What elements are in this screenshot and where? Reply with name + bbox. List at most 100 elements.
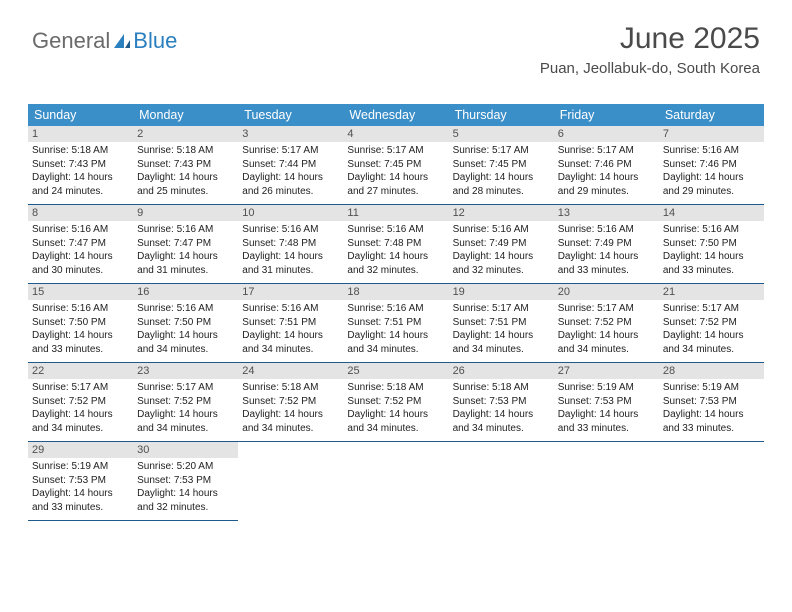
daylight-text-2: and 33 minutes. xyxy=(663,264,760,278)
daylight-text-1: Daylight: 14 hours xyxy=(137,487,234,501)
sunset-text: Sunset: 7:50 PM xyxy=(663,237,760,251)
sunrise-text: Sunrise: 5:16 AM xyxy=(32,223,129,237)
day-details: Sunrise: 5:20 AMSunset: 7:53 PMDaylight:… xyxy=(133,458,238,520)
day-details: Sunrise: 5:18 AMSunset: 7:52 PMDaylight:… xyxy=(343,379,448,441)
day-number: 23 xyxy=(133,363,238,379)
day-number: 28 xyxy=(659,363,764,379)
day-details: Sunrise: 5:17 AMSunset: 7:52 PMDaylight:… xyxy=(554,300,659,362)
calendar-cell: 30Sunrise: 5:20 AMSunset: 7:53 PMDayligh… xyxy=(133,442,238,521)
daylight-text-2: and 34 minutes. xyxy=(137,343,234,357)
daylight-text-1: Daylight: 14 hours xyxy=(663,329,760,343)
sunrise-text: Sunrise: 5:16 AM xyxy=(663,223,760,237)
calendar-week-row: 22Sunrise: 5:17 AMSunset: 7:52 PMDayligh… xyxy=(28,363,764,442)
sunset-text: Sunset: 7:53 PM xyxy=(32,474,129,488)
calendar-cell: 19Sunrise: 5:17 AMSunset: 7:51 PMDayligh… xyxy=(449,284,554,363)
day-details: Sunrise: 5:16 AMSunset: 7:46 PMDaylight:… xyxy=(659,142,764,204)
sunrise-text: Sunrise: 5:20 AM xyxy=(137,460,234,474)
daylight-text-2: and 33 minutes. xyxy=(663,422,760,436)
sunrise-text: Sunrise: 5:16 AM xyxy=(663,144,760,158)
sunset-text: Sunset: 7:51 PM xyxy=(242,316,339,330)
calendar-cell: 28 Sunrise: 5:19 AMSunset: 7:53 PMDayligh… xyxy=(659,363,764,442)
sunset-text: Sunset: 7:53 PM xyxy=(137,474,234,488)
daylight-text-2: and 34 minutes. xyxy=(242,422,339,436)
daylight-text-1: Daylight: 14 hours xyxy=(663,408,760,422)
sunset-text: Sunset: 7:48 PM xyxy=(242,237,339,251)
day-number: 5 xyxy=(449,126,554,142)
sunrise-text: Sunrise: 5:19 AM xyxy=(663,381,760,395)
day-details: Sunrise: 5:16 AMSunset: 7:49 PMDaylight:… xyxy=(554,221,659,283)
calendar-cell: 23Sunrise: 5:17 AMSunset: 7:52 PMDayligh… xyxy=(133,363,238,442)
day-header: Monday xyxy=(133,104,238,126)
day-number: 16 xyxy=(133,284,238,300)
calendar-cell xyxy=(449,442,554,521)
day-header: Wednesday xyxy=(343,104,448,126)
daylight-text-1: Daylight: 14 hours xyxy=(558,250,655,264)
daylight-text-1: Daylight: 14 hours xyxy=(137,408,234,422)
sunrise-text: Sunrise: 5:17 AM xyxy=(242,144,339,158)
day-number: 9 xyxy=(133,205,238,221)
calendar-cell: 24Sunrise: 5:18 AMSunset: 7:52 PMDayligh… xyxy=(238,363,343,442)
daylight-text-1: Daylight: 14 hours xyxy=(453,250,550,264)
daylight-text-2: and 26 minutes. xyxy=(242,185,339,199)
day-number: 15 xyxy=(28,284,133,300)
daylight-text-2: and 33 minutes. xyxy=(32,501,129,515)
daylight-text-1: Daylight: 14 hours xyxy=(558,408,655,422)
day-number: 13 xyxy=(554,205,659,221)
sunrise-text: Sunrise: 5:17 AM xyxy=(347,144,444,158)
day-details: Sunrise: 5:17 AMSunset: 7:52 PMDaylight:… xyxy=(133,379,238,441)
daylight-text-1: Daylight: 14 hours xyxy=(558,171,655,185)
daylight-text-1: Daylight: 14 hours xyxy=(32,171,129,185)
day-number: 14 xyxy=(659,205,764,221)
day-header: Tuesday xyxy=(238,104,343,126)
day-details: Sunrise: 5:17 AMSunset: 7:45 PMDaylight:… xyxy=(343,142,448,204)
daylight-text-2: and 31 minutes. xyxy=(137,264,234,278)
sunrise-text: Sunrise: 5:17 AM xyxy=(453,302,550,316)
daylight-text-2: and 34 minutes. xyxy=(558,343,655,357)
day-number: 17 xyxy=(238,284,343,300)
day-header: Friday xyxy=(554,104,659,126)
sunrise-text: Sunrise: 5:17 AM xyxy=(663,302,760,316)
location-text: Puan, Jeollabuk-do, South Korea xyxy=(540,60,760,77)
daylight-text-2: and 34 minutes. xyxy=(453,422,550,436)
day-details: Sunrise: 5:17 AMSunset: 7:52 PMDaylight:… xyxy=(28,379,133,441)
day-header: Saturday xyxy=(659,104,764,126)
calendar-cell: 20Sunrise: 5:17 AMSunset: 7:52 PMDayligh… xyxy=(554,284,659,363)
sunset-text: Sunset: 7:52 PM xyxy=(137,395,234,409)
sunset-text: Sunset: 7:47 PM xyxy=(137,237,234,251)
calendar-cell xyxy=(659,442,764,521)
day-details: Sunrise: 5:16 AMSunset: 7:50 PMDaylight:… xyxy=(28,300,133,362)
daylight-text-1: Daylight: 14 hours xyxy=(663,250,760,264)
sunset-text: Sunset: 7:46 PM xyxy=(558,158,655,172)
day-details: Sunrise: 5:16 AMSunset: 7:48 PMDaylight:… xyxy=(238,221,343,283)
daylight-text-2: and 32 minutes. xyxy=(137,501,234,515)
day-number: 6 xyxy=(554,126,659,142)
day-details: Sunrise: 5:17 AMSunset: 7:51 PMDaylight:… xyxy=(449,300,554,362)
calendar-cell: 1Sunrise: 5:18 AMSunset: 7:43 PMDaylight… xyxy=(28,126,133,205)
daylight-text-2: and 30 minutes. xyxy=(32,264,129,278)
calendar-cell: 25Sunrise: 5:18 AMSunset: 7:52 PMDayligh… xyxy=(343,363,448,442)
calendar-cell: 15Sunrise: 5:16 AMSunset: 7:50 PMDayligh… xyxy=(28,284,133,363)
calendar-cell: 16Sunrise: 5:16 AMSunset: 7:50 PMDayligh… xyxy=(133,284,238,363)
day-details: Sunrise: 5:18 AMSunset: 7:53 PMDaylight:… xyxy=(449,379,554,441)
day-number: 8 xyxy=(28,205,133,221)
day-details: Sunrise: 5:19 AMSunset: 7:53 PMDaylight:… xyxy=(28,458,133,520)
calendar-cell xyxy=(238,442,343,521)
logo-text-blue: Blue xyxy=(133,28,177,54)
calendar-cell: 9Sunrise: 5:16 AMSunset: 7:47 PMDaylight… xyxy=(133,205,238,284)
day-details: Sunrise: 5:16 AMSunset: 7:48 PMDaylight:… xyxy=(343,221,448,283)
daylight-text-1: Daylight: 14 hours xyxy=(663,171,760,185)
sunrise-text: Sunrise: 5:17 AM xyxy=(32,381,129,395)
daylight-text-1: Daylight: 14 hours xyxy=(453,171,550,185)
calendar-cell xyxy=(343,442,448,521)
day-details: Sunrise: 5:16 AMSunset: 7:49 PMDaylight:… xyxy=(449,221,554,283)
daylight-text-1: Daylight: 14 hours xyxy=(137,329,234,343)
daylight-text-1: Daylight: 14 hours xyxy=(347,408,444,422)
daylight-text-1: Daylight: 14 hours xyxy=(242,408,339,422)
daylight-text-1: Daylight: 14 hours xyxy=(137,171,234,185)
sunrise-text: Sunrise: 5:16 AM xyxy=(137,223,234,237)
day-details: Sunrise: 5:16 AMSunset: 7:51 PMDaylight:… xyxy=(343,300,448,362)
daylight-text-2: and 29 minutes. xyxy=(558,185,655,199)
sunset-text: Sunset: 7:53 PM xyxy=(663,395,760,409)
sunset-text: Sunset: 7:44 PM xyxy=(242,158,339,172)
daylight-text-2: and 34 minutes. xyxy=(137,422,234,436)
